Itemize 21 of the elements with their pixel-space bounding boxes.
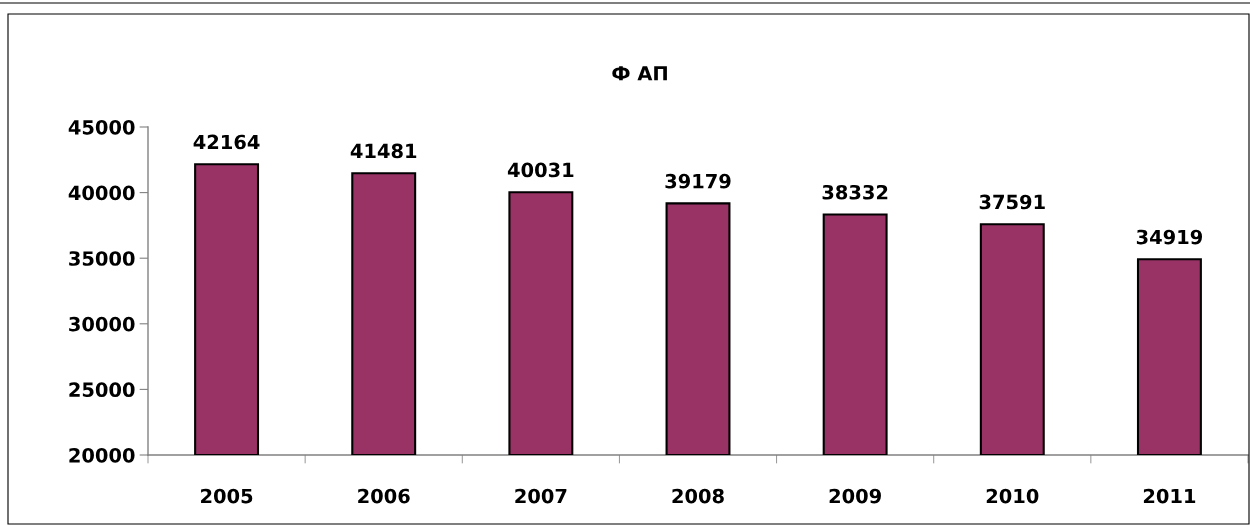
data-label: 38332 [822,184,888,200]
data-label: 39179 [665,173,731,189]
x-tick-label: 2006 [358,488,410,504]
y-tick-label: 25000 [69,382,135,398]
y-tick-label: 30000 [69,316,135,332]
x-tick-label: 2008 [672,488,724,504]
x-tick-label: 2011 [1143,488,1196,504]
x-tick-label: 2007 [515,488,567,504]
x-tick-label: 2009 [829,488,881,504]
data-label: 37591 [979,194,1045,210]
y-tick-label: 20000 [69,447,135,463]
y-tick-label: 40000 [68,185,135,201]
y-tick-label: 45000 [68,119,135,135]
data-label: 41481 [350,143,417,159]
data-label: 42164 [193,134,260,150]
chart-title: Ф АП [612,66,667,81]
x-tick-label: 2005 [201,488,253,504]
data-label: 40031 [507,162,574,178]
data-label: 34919 [1136,229,1203,245]
y-tick-label: 35000 [69,251,135,266]
x-tick-label: 2010 [986,488,1039,504]
